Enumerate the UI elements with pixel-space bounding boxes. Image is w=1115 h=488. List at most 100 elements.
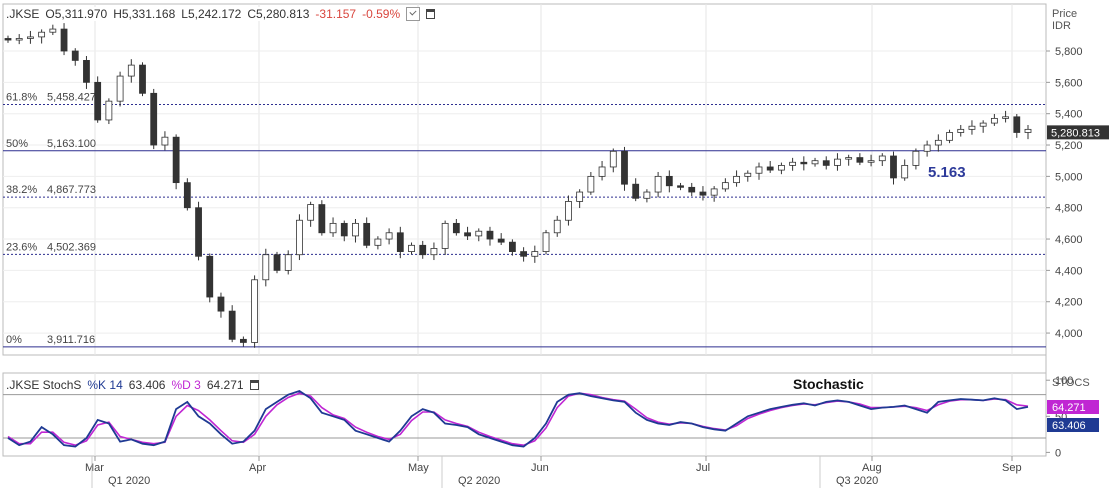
stoch-k-value: 63.406 <box>128 378 166 392</box>
candle-body <box>800 161 808 165</box>
candle-body <box>890 155 897 179</box>
candle-body <box>867 160 875 163</box>
candle-body <box>262 254 270 281</box>
candle-body <box>542 232 550 252</box>
candle-body <box>621 150 628 185</box>
stoch-d-value-label: 64.271 <box>1052 402 1086 414</box>
candle-body <box>710 188 718 196</box>
change-value: -31.157 <box>315 7 357 21</box>
candle-body <box>441 222 449 249</box>
candle-body <box>172 136 180 184</box>
candle-body <box>419 244 427 256</box>
price-panel <box>2 3 1047 356</box>
candle-body <box>251 279 258 343</box>
candle-body <box>83 60 90 83</box>
candle-body <box>744 172 752 177</box>
candle-body <box>565 201 572 221</box>
y-tick-label: 4,600 <box>1055 234 1083 246</box>
x-quarter-label: Q2 2020 <box>458 475 500 487</box>
x-tick-label: May <box>408 462 429 474</box>
y-tick-label: 5,400 <box>1055 109 1083 121</box>
x-quarter-label: Q1 2020 <box>108 475 150 487</box>
candle-body <box>296 219 303 256</box>
candle-body <box>946 132 953 141</box>
candle-body <box>318 204 326 234</box>
candle-body <box>363 222 371 246</box>
candle-body <box>901 164 909 179</box>
price-axis-title-line2: IDR <box>1052 20 1071 32</box>
y-tick-label: 5,200 <box>1055 140 1083 152</box>
candle-body <box>340 222 348 237</box>
candle-body <box>912 150 920 166</box>
candle-body <box>923 144 931 152</box>
candle-body <box>475 230 483 237</box>
candle-body <box>755 166 763 174</box>
x-quarter-label: Q3 2020 <box>836 475 878 487</box>
last-price-badge <box>1047 125 1109 140</box>
y-tick-label: 4,200 <box>1055 297 1083 309</box>
low-label: L <box>181 7 188 21</box>
candle-body <box>27 36 34 39</box>
candle-body <box>430 248 438 256</box>
stoch-title-annotation: Stochastic <box>793 376 864 392</box>
y-tick-label: 5,600 <box>1055 77 1083 89</box>
candle-body <box>206 255 214 298</box>
candle-body <box>228 310 236 340</box>
candle-body <box>968 125 976 130</box>
candle-body <box>352 222 359 237</box>
close-value: 5,280.813 <box>256 7 310 21</box>
x-tick-label: Mar <box>85 462 104 474</box>
y-tick-label: 4,800 <box>1055 203 1083 215</box>
candle-body <box>643 191 651 199</box>
candle-body <box>520 251 528 257</box>
stoch-d-label: %D <box>171 378 191 392</box>
candle-body <box>766 166 774 171</box>
fib-label: 38.2% <box>6 184 37 196</box>
candle-body <box>587 175 595 193</box>
stoch-k-value-label: 63.406 <box>1052 420 1086 432</box>
candle-body <box>396 232 404 252</box>
y-tick-label: 5,800 <box>1055 46 1083 58</box>
fib-label: 61.8% <box>6 92 37 104</box>
candle-body <box>217 296 225 312</box>
x-tick-label: Sep <box>1002 462 1022 474</box>
fib-value: 5,458.427 <box>47 92 96 104</box>
candle-body <box>4 38 12 41</box>
trash-icon[interactable] <box>426 9 436 19</box>
candle-body <box>329 222 337 234</box>
fib-value: 4,502.369 <box>47 241 96 253</box>
candle-body <box>957 128 965 133</box>
candle-body <box>677 185 684 188</box>
x-tick-label: Aug <box>862 462 882 474</box>
candle-body <box>598 166 606 177</box>
dropdown-toggle-icon[interactable] <box>406 7 421 21</box>
candle-body <box>408 244 415 252</box>
candle-body <box>497 238 505 243</box>
candle-body <box>1024 128 1032 133</box>
x-tick-label: Apr <box>249 462 266 474</box>
stoch-name: .JKSE StochS <box>6 378 82 392</box>
trash-icon[interactable] <box>249 380 259 390</box>
candle-body <box>856 157 864 163</box>
candle-body <box>576 191 584 202</box>
candle-body <box>688 186 696 193</box>
candle-body <box>195 207 202 257</box>
price-axis-title-line1: Price <box>1052 8 1078 20</box>
y-tick-label: 4,000 <box>1055 328 1083 340</box>
y-tick-label: 5,000 <box>1055 171 1083 183</box>
candle-body <box>307 204 315 221</box>
stoch-k-label: %K <box>87 378 107 392</box>
candle-body <box>116 75 124 102</box>
candle-body <box>632 183 640 199</box>
candle-body <box>38 31 46 38</box>
candle-body <box>139 64 146 94</box>
stochastic-header: .JKSE StochS %K 14 63.406 %D 3 64.271 <box>6 378 259 392</box>
stoch-d-badge <box>1047 400 1099 414</box>
candle-body <box>183 182 191 209</box>
candle-body <box>699 191 707 196</box>
candle-body <box>553 219 561 234</box>
candle-body <box>452 222 460 234</box>
low-value: 5,242.172 <box>187 7 242 21</box>
candle-body <box>721 182 729 190</box>
